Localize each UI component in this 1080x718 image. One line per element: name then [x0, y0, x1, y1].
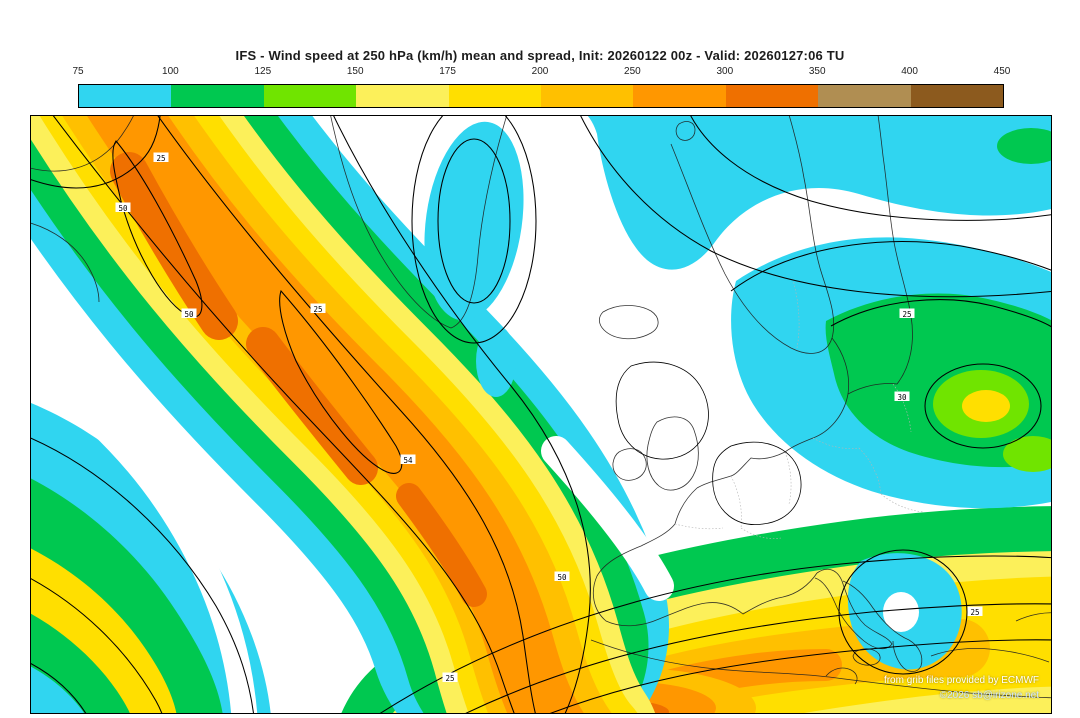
colorbar-tick-labels: 75 100 125 150 175 200 250 300 350 400 450 [72, 66, 1010, 80]
credits: from grib files provided by ECMWF ©2026 … [884, 674, 1039, 703]
map-panel: 25 50 50 25 54 50 25 25 30 25 from grib … [30, 115, 1052, 714]
wind-map-svg: 25 50 50 25 54 50 25 25 30 25 [31, 116, 1051, 713]
svg-text:50: 50 [184, 310, 194, 319]
contour-labels: 25 50 50 25 54 50 25 25 30 25 [115, 152, 983, 683]
contour-label: 50 [181, 308, 197, 319]
colorbar-segment-400-450 [910, 85, 1004, 107]
colorbar-tick-400: 400 [901, 66, 918, 77]
colorbar-segment-175-200 [448, 85, 542, 107]
coastlines [31, 116, 1051, 699]
contour-label: 50 [115, 202, 131, 213]
isotach-contours [31, 116, 1051, 713]
contour-label: 54 [400, 454, 416, 465]
colorbar-segment-100-125 [171, 85, 264, 107]
svg-text:25: 25 [156, 154, 165, 163]
colorbar-segment-200-250 [541, 85, 634, 107]
contour-label: 25 [442, 672, 458, 683]
svg-text:25: 25 [902, 310, 911, 319]
svg-text:54: 54 [403, 456, 413, 465]
colorbar-tick-200: 200 [531, 66, 549, 77]
colorbar-tick-175: 175 [439, 66, 456, 77]
credits-source: from grib files provided by ECMWF [883, 675, 1039, 686]
colorbar-segment-350-400 [818, 85, 911, 107]
contour-label: 25 [153, 152, 169, 163]
colorbar-tick-100: 100 [162, 66, 179, 77]
svg-text:25: 25 [445, 674, 454, 683]
svg-text:50: 50 [557, 573, 567, 582]
colorbar-tick-75: 75 [72, 66, 84, 77]
svg-text:50: 50 [118, 204, 128, 213]
colorbar-segment-250-300 [633, 85, 726, 107]
svg-text:25: 25 [313, 305, 322, 314]
contour-label: 30 [894, 391, 910, 402]
colorbar-tick-350: 350 [808, 66, 826, 77]
colorbar-segment-150-175 [356, 85, 449, 107]
svg-text:25: 25 [970, 608, 979, 617]
contour-label: 25 [967, 606, 983, 617]
contour-label: 50 [554, 571, 570, 582]
credits-link[interactable]: ©2026 sb@irizone.net [939, 689, 1039, 701]
colorbar-tick-150: 150 [346, 66, 364, 77]
colorbar-tick-450: 450 [993, 66, 1011, 77]
colorbar-tick-250: 250 [624, 66, 641, 77]
chart-title: IFS - Wind speed at 250 hPa (km/h) mean … [235, 48, 845, 63]
country-borders [674, 279, 924, 539]
colorbar-segment-300-350 [725, 85, 819, 107]
colorbar-tick-300: 300 [716, 66, 734, 77]
wind-fill-layers [31, 116, 1051, 713]
colorbar-segment-75-100 [79, 85, 172, 107]
contour-label: 25 [310, 303, 326, 314]
colorbar-tick-125: 125 [254, 66, 272, 77]
svg-text:30: 30 [897, 393, 907, 402]
colorbar-segment-125-150 [263, 85, 357, 107]
contour-label: 25 [899, 308, 915, 319]
colorbar [78, 84, 1004, 108]
